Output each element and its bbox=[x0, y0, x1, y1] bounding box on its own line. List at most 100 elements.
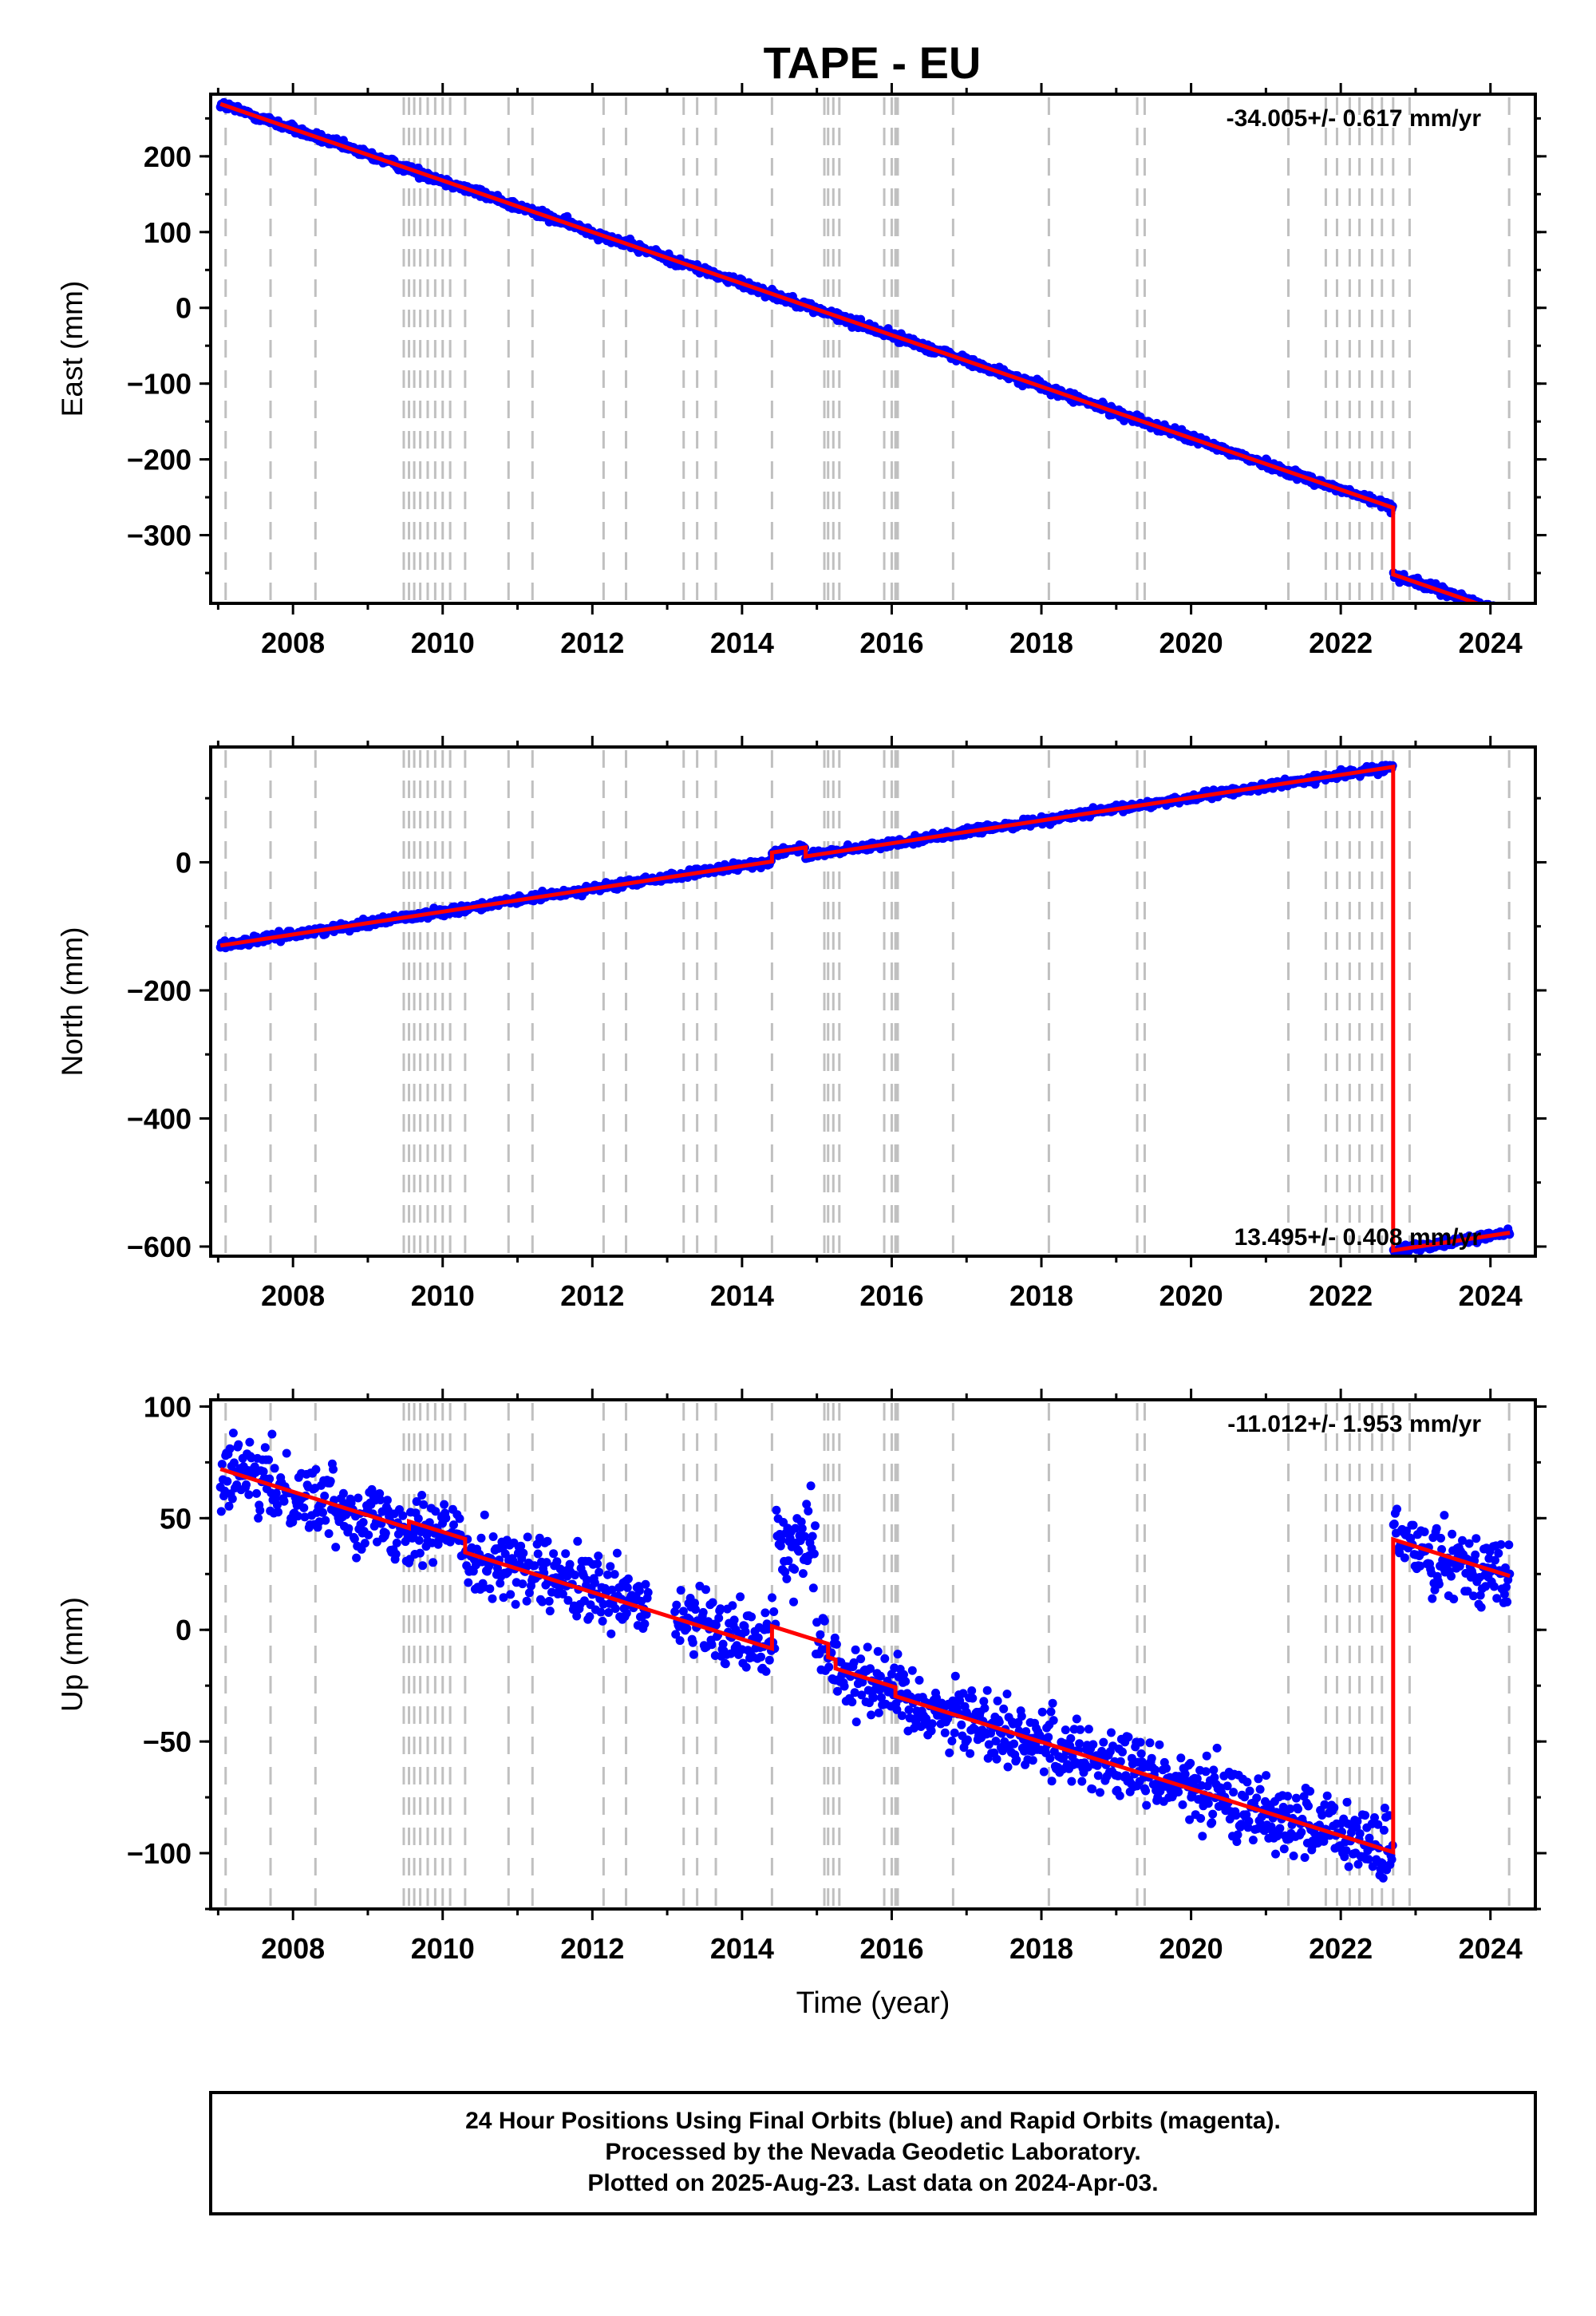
data-point bbox=[264, 1455, 274, 1464]
data-point bbox=[1021, 1727, 1031, 1737]
data-point bbox=[1344, 1862, 1353, 1871]
chart-title: TAPE - EU bbox=[764, 38, 982, 88]
data-point bbox=[1248, 1836, 1258, 1845]
data-point bbox=[354, 1493, 363, 1503]
data-point bbox=[1428, 1594, 1437, 1603]
data-point bbox=[1185, 1815, 1195, 1824]
data-point bbox=[796, 1517, 806, 1527]
data-point bbox=[1207, 1818, 1217, 1828]
data-point bbox=[1289, 1852, 1298, 1860]
data-point bbox=[784, 1556, 793, 1566]
data-point bbox=[1464, 1539, 1474, 1548]
data-point bbox=[338, 1488, 348, 1498]
data-point bbox=[708, 1598, 717, 1607]
data-point bbox=[1061, 1725, 1070, 1735]
data-point bbox=[245, 1437, 255, 1447]
data-point bbox=[808, 1583, 818, 1593]
x-tick-label: 2024 bbox=[1459, 626, 1523, 659]
data-point bbox=[1491, 607, 1499, 615]
data-point bbox=[326, 1476, 335, 1486]
data-point bbox=[1440, 1511, 1449, 1520]
data-point bbox=[610, 1570, 619, 1579]
data-point bbox=[1231, 1811, 1241, 1820]
data-point bbox=[642, 1610, 651, 1619]
data-point bbox=[675, 1636, 685, 1646]
data-point bbox=[682, 1623, 692, 1633]
data-point bbox=[901, 1677, 911, 1686]
data-point bbox=[1245, 1786, 1254, 1796]
data-point bbox=[252, 1488, 261, 1498]
data-point bbox=[984, 1740, 994, 1749]
data-point bbox=[282, 1448, 291, 1458]
data-point bbox=[228, 1429, 238, 1438]
data-point bbox=[331, 1543, 341, 1552]
data-point bbox=[1012, 1755, 1021, 1765]
data-point bbox=[1434, 1579, 1444, 1589]
data-point bbox=[1501, 611, 1510, 620]
data-point bbox=[583, 1575, 592, 1585]
data-point bbox=[360, 1539, 369, 1548]
y-tick-label: −200 bbox=[127, 444, 192, 476]
data-point bbox=[1141, 1786, 1151, 1796]
data-point bbox=[1504, 1540, 1514, 1550]
y-axis-label: Up (mm) bbox=[56, 1597, 89, 1712]
data-point bbox=[1049, 1716, 1058, 1725]
data-point bbox=[544, 1596, 554, 1606]
data-point bbox=[1233, 1830, 1242, 1840]
data-point bbox=[593, 1559, 602, 1568]
x-tick-label: 2008 bbox=[261, 1279, 325, 1312]
y-tick-label: 0 bbox=[176, 1614, 192, 1646]
data-point bbox=[603, 1570, 612, 1579]
data-point bbox=[1254, 1774, 1263, 1784]
y-tick-label: −300 bbox=[127, 520, 192, 552]
data-point bbox=[565, 1559, 575, 1569]
data-point bbox=[1322, 1791, 1332, 1800]
data-point bbox=[1196, 1814, 1206, 1823]
data-point bbox=[982, 1686, 992, 1695]
data-point bbox=[850, 1688, 859, 1697]
data-point bbox=[824, 1662, 834, 1672]
data-point bbox=[1373, 1820, 1383, 1829]
data-point bbox=[367, 1484, 377, 1494]
data-point bbox=[1498, 607, 1507, 615]
data-point bbox=[1389, 1520, 1399, 1528]
data-point bbox=[1067, 1777, 1077, 1786]
data-point bbox=[288, 1517, 298, 1527]
footer-box: 24 Hour Positions Using Final Orbits (bl… bbox=[209, 2091, 1537, 2215]
data-point bbox=[718, 1639, 728, 1649]
data-point bbox=[429, 1558, 438, 1567]
data-point bbox=[1494, 606, 1503, 615]
x-tick-label: 2020 bbox=[1159, 626, 1223, 659]
data-point bbox=[1107, 1728, 1116, 1737]
data-point bbox=[524, 1588, 534, 1598]
x-tick-label: 2018 bbox=[1009, 1932, 1073, 1965]
data-point bbox=[441, 1513, 451, 1523]
data-point bbox=[259, 1467, 268, 1476]
data-point bbox=[1400, 1553, 1409, 1563]
data-point bbox=[1502, 1583, 1511, 1592]
data-point bbox=[1504, 607, 1513, 615]
data-point bbox=[1499, 607, 1507, 616]
data-point bbox=[414, 1535, 424, 1545]
data-point bbox=[736, 1592, 745, 1602]
data-point bbox=[234, 1440, 243, 1449]
data-point bbox=[768, 1593, 776, 1603]
data-point bbox=[689, 1650, 698, 1659]
data-point bbox=[485, 1584, 495, 1594]
data-point bbox=[747, 1612, 757, 1622]
data-point bbox=[1162, 1764, 1171, 1773]
data-point bbox=[225, 1444, 235, 1453]
data-point bbox=[672, 1600, 681, 1610]
data-point bbox=[321, 1516, 330, 1525]
data-point bbox=[1497, 607, 1506, 615]
data-point bbox=[1317, 1811, 1327, 1820]
data-point bbox=[1136, 1749, 1146, 1758]
data-point bbox=[753, 1633, 763, 1642]
data-point bbox=[1416, 1561, 1425, 1571]
data-point bbox=[877, 1693, 886, 1702]
data-point bbox=[721, 1659, 730, 1669]
data-point bbox=[346, 1498, 356, 1508]
data-point bbox=[260, 1443, 270, 1452]
x-tick-label: 2020 bbox=[1159, 1279, 1223, 1312]
y-tick-label: −600 bbox=[127, 1231, 192, 1263]
